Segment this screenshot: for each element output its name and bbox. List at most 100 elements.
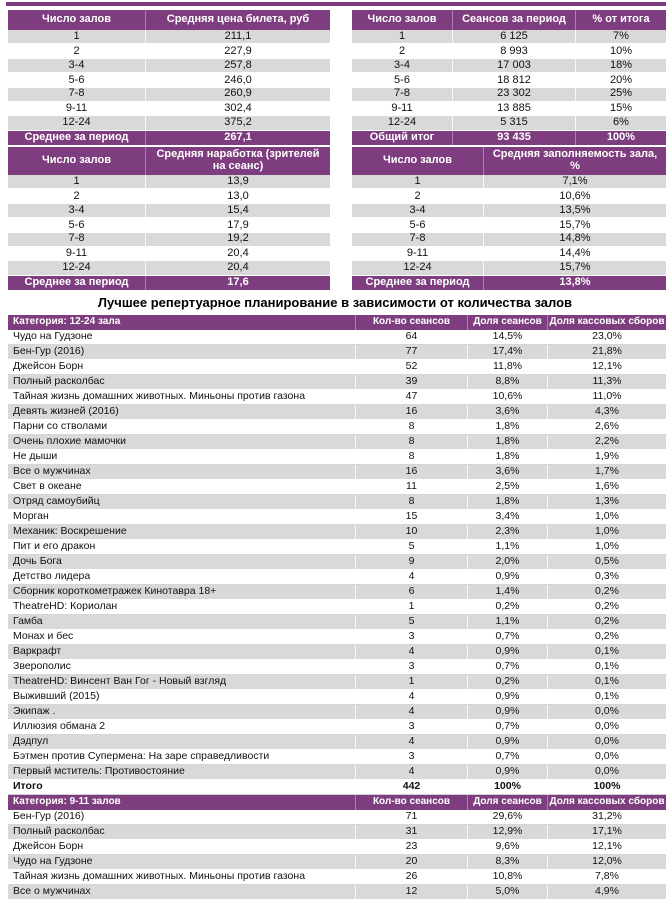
column-header-cell: Доля сеансов xyxy=(467,315,547,330)
table-row: 5-6 246,0 xyxy=(8,73,330,88)
value-cell: 14,4% xyxy=(483,246,666,262)
value-cell: 1 xyxy=(73,175,80,187)
value-cell: 16 xyxy=(355,465,467,479)
value-cell: 17,1% xyxy=(547,825,666,839)
value-cell: 20 xyxy=(355,855,467,869)
movie-row: Все о мужчинах 12 5,0% 4,9% xyxy=(8,885,666,900)
value-cell: 31 xyxy=(355,825,467,839)
table-row: 7-8 14,8% xyxy=(352,232,666,247)
value-cell: 0,9% xyxy=(467,765,547,779)
value-cell: 15,7% xyxy=(483,261,666,275)
value-cell: 0,2% xyxy=(547,585,666,599)
section-title: Лучшее репертуарное планирование в завис… xyxy=(97,295,573,310)
value-cell: 8 xyxy=(355,420,467,434)
value-cell: 2,3% xyxy=(467,525,547,539)
movie-row: TheatreHD: Кориолан 1 0,2% 0,2% xyxy=(8,600,666,615)
top-accent-bar xyxy=(6,2,666,6)
value-cell: 16 xyxy=(355,405,467,419)
value-cell: 3-4 xyxy=(394,58,410,71)
value-cell: 5 315 xyxy=(452,116,575,130)
category-header-row: Категория: 9-11 залов Кол-во сеансов Доля … xyxy=(8,795,666,810)
value-cell: 9-11 xyxy=(65,102,88,115)
value-cell: 7-8 xyxy=(394,87,410,100)
value-cell: 31,2% xyxy=(547,810,666,824)
value-cell: 20,4 xyxy=(145,261,330,275)
movie-row: Бен-Гур (2016) 77 17,4% 21,8% xyxy=(8,345,666,360)
movie-name-cell: Чудо на Гудзоне xyxy=(13,330,93,343)
movie-name-cell: Тайная жизнь домашних животных. Миньоны … xyxy=(13,390,306,403)
repertoire-planning-table: Категория: 12-24 зала Кол-во сеансов Доля … xyxy=(8,315,666,900)
value-cell: 23 302 xyxy=(452,87,575,101)
value-cell: 12 xyxy=(355,885,467,899)
movie-name-cell: Сборник короткометражек Кинотавра 18+ xyxy=(13,585,217,598)
movie-name-cell: Парни со стволами xyxy=(13,420,108,433)
value-cell: 29,6% xyxy=(467,810,547,824)
movie-row: Не дыши 8 1,8% 1,9% xyxy=(8,450,666,465)
value-cell: 12,1% xyxy=(547,360,666,374)
movie-name-cell: Полный расколбас xyxy=(13,375,105,388)
value-cell: 1,8% xyxy=(467,450,547,464)
value-cell: 11,8% xyxy=(467,360,547,374)
table-row: 3-4 257,8 xyxy=(8,58,330,74)
value-cell: 1,3% xyxy=(547,495,666,509)
movie-name-cell: Бен-Гур (2016) xyxy=(13,810,85,823)
total-value-cell: 100% xyxy=(547,780,666,794)
column-header-cell: Кол-во сеансов xyxy=(355,315,467,330)
movie-name-cell: Свет в океане xyxy=(13,480,82,493)
value-cell: 7,8% xyxy=(547,870,666,884)
movie-row: Бен-Гур (2016) 71 29,6% 31,2% xyxy=(8,810,666,825)
table-footer-row: Среднее за период 267,1 xyxy=(8,130,330,146)
value-cell: 1,1% xyxy=(467,615,547,629)
value-cell: 0,1% xyxy=(547,645,666,659)
value-cell: 0,0% xyxy=(547,735,666,749)
value-cell: 15,4 xyxy=(145,203,330,218)
value-cell: 13,9 xyxy=(145,175,330,189)
table-header-row: Число залов Средняя цена билета, руб xyxy=(8,10,330,30)
movie-name-cell: Полный расколбас xyxy=(13,825,105,838)
value-cell: 1,4% xyxy=(467,585,547,599)
value-cell: 15 xyxy=(355,510,467,524)
value-cell: 5-6 xyxy=(68,73,85,86)
value-cell: 1,6% xyxy=(547,480,666,494)
value-cell: 0,2% xyxy=(547,630,666,644)
table-row: 12-24 375,2 xyxy=(8,116,330,131)
value-cell: 3,6% xyxy=(467,465,547,479)
value-cell: 11 xyxy=(355,480,467,494)
value-cell: 64 xyxy=(355,330,467,344)
value-cell: 10,8% xyxy=(467,870,547,884)
value-cell: 1 xyxy=(414,175,421,187)
movie-name-cell: Первый мститель: Противостояние xyxy=(13,765,185,778)
value-cell: 5-6 xyxy=(68,218,85,231)
movie-row: Бэтмен против Супермена: На заре справед… xyxy=(8,750,666,765)
footer-cell: Общий итог xyxy=(369,131,435,144)
table-row: 9-11 302,4 xyxy=(8,101,330,117)
value-cell: 1 xyxy=(398,30,406,42)
value-cell: 11,3% xyxy=(547,375,666,389)
value-cell: 3 xyxy=(355,750,467,764)
value-cell: 23,0% xyxy=(547,330,666,344)
header-cell: Число залов xyxy=(42,154,111,167)
table-row: 2 13,0 xyxy=(8,189,330,204)
movie-name-cell: TheatreHD: Винсент Ван Гог - Новый взгля… xyxy=(13,675,227,688)
table-footer-row: Общий итог 93 435 100% xyxy=(352,130,666,146)
value-cell: 23 xyxy=(355,840,467,854)
value-cell: 2 xyxy=(398,44,406,57)
value-cell: 0,1% xyxy=(547,660,666,674)
movie-row: Механик: Воскрешение 10 2,3% 1,0% xyxy=(8,525,666,540)
table-header-row: Число залов Средняя наработка (зрителей н… xyxy=(8,147,330,175)
movie-row: Джейсон Борн 23 9,6% 12,1% xyxy=(8,840,666,855)
value-cell: 12-24 xyxy=(62,116,91,129)
value-cell: 14,8% xyxy=(483,232,666,246)
table-row: 2 227,9 xyxy=(8,44,330,59)
value-cell: 18 812 xyxy=(452,73,575,88)
value-cell: 0,2% xyxy=(467,600,547,614)
value-cell: 5 xyxy=(355,540,467,554)
value-cell: 7% xyxy=(575,30,666,44)
value-cell: 12,9% xyxy=(467,825,547,839)
value-cell: 52 xyxy=(355,360,467,374)
movie-name-cell: Зверополис xyxy=(13,660,71,673)
value-cell: 12,1% xyxy=(547,840,666,854)
footer-cell: Среднее за период xyxy=(24,276,129,289)
header-cell: Число залов xyxy=(42,13,111,26)
movie-name-cell: Гамба xyxy=(13,615,43,628)
